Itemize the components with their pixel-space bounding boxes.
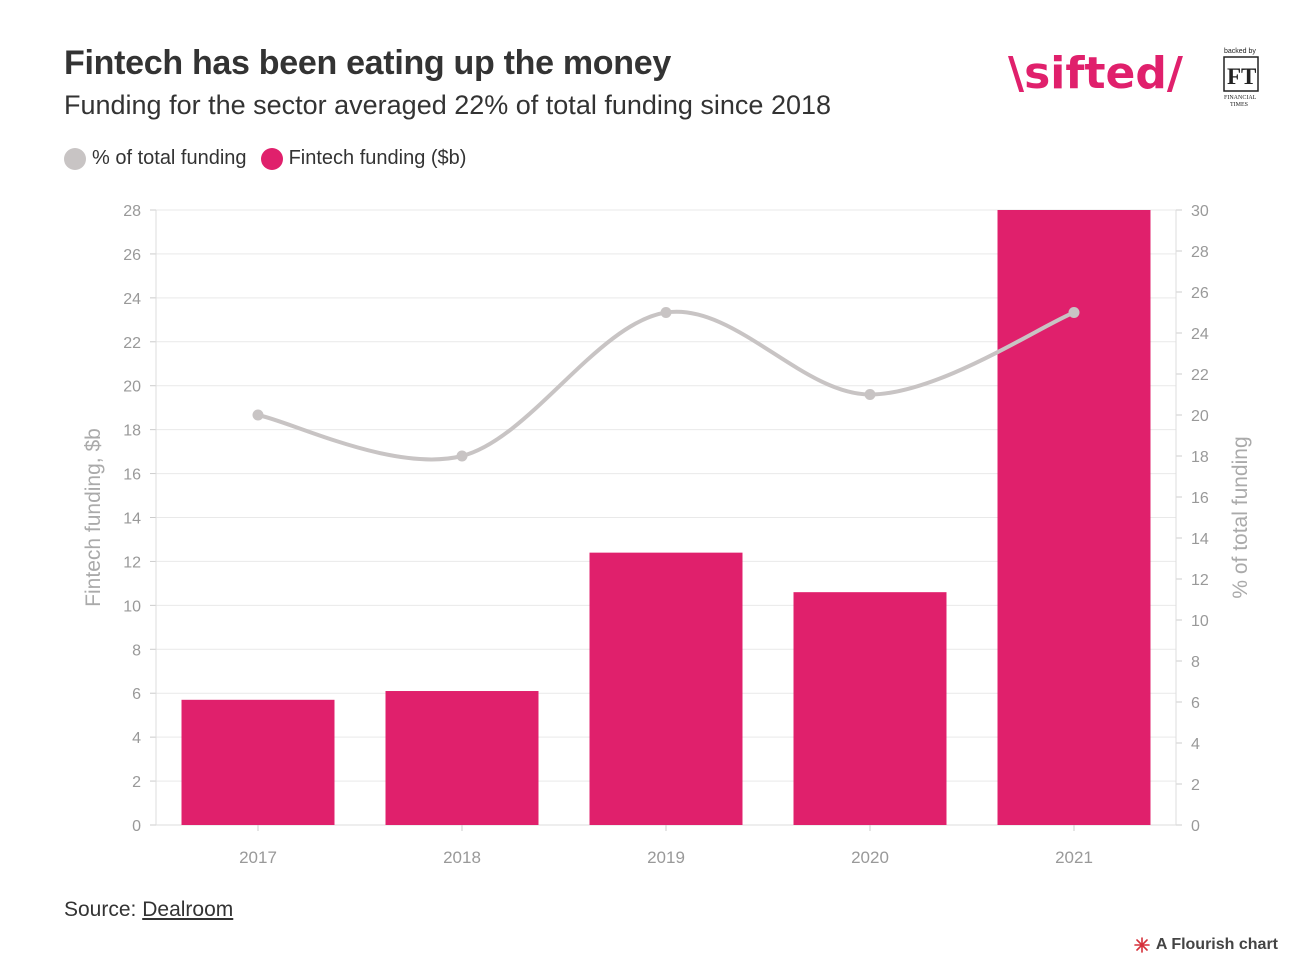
left-tick-label-22: 22: [123, 335, 141, 352]
left-tick-label-26: 26: [123, 247, 141, 264]
right-tick-label-30: 30: [1191, 203, 1209, 220]
right-axis-title: % of total funding: [1229, 436, 1252, 598]
x-tick-label-2019: 2019: [647, 848, 685, 867]
legend-label-percent: % of total funding: [92, 147, 247, 169]
flourish-credit-text: A Flourish chart: [1155, 936, 1278, 953]
percent-point-2021: [1068, 307, 1080, 318]
right-tick-label-26: 26: [1191, 285, 1209, 302]
right-tick-label-4: 4: [1191, 736, 1200, 753]
legend: % of total funding Fintech funding ($b): [64, 147, 480, 170]
left-tick-label-0: 0: [132, 818, 141, 835]
x-tick-label-2018: 2018: [443, 848, 481, 867]
right-tick-label-0: 0: [1191, 818, 1200, 835]
left-tick-label-28: 28: [123, 203, 141, 220]
source-link[interactable]: Dealroom: [142, 898, 234, 921]
percent-point-2019: [660, 307, 672, 318]
chart-area: 0246810121416182022242628024681012141618…: [82, 203, 1252, 867]
chart-title: Fintech has been eating up the money: [64, 44, 671, 82]
ft-name-line2: TIMES: [1230, 102, 1248, 108]
right-tick-label-6: 6: [1191, 695, 1200, 712]
bar-2020: [793, 592, 947, 825]
ft-mark: FT: [1227, 64, 1256, 89]
left-axis-title: Fintech funding, $b: [82, 428, 105, 607]
right-tick-label-8: 8: [1191, 654, 1200, 671]
right-tick-label-14: 14: [1191, 531, 1209, 548]
bar-2017: [181, 699, 335, 825]
x-tick-label-2020: 2020: [851, 848, 889, 867]
left-tick-label-6: 6: [132, 686, 141, 703]
left-tick-label-12: 12: [123, 554, 141, 571]
right-tick-label-16: 16: [1191, 490, 1209, 507]
right-tick-label-18: 18: [1191, 449, 1209, 466]
right-tick-label-10: 10: [1191, 613, 1209, 630]
bar-2019: [589, 552, 743, 825]
backed-by-text: backed by: [1224, 48, 1256, 55]
flourish-credit[interactable]: A Flourish chart: [1134, 936, 1278, 954]
right-tick-label-28: 28: [1191, 244, 1209, 261]
legend-item-funding[interactable]: Fintech funding ($b): [260, 147, 467, 170]
left-tick-label-14: 14: [123, 511, 141, 528]
sifted-ft-logo: \sifted/ backed by FT FINANCIAL TIMES: [1008, 44, 1268, 110]
left-tick-label-24: 24: [123, 291, 141, 308]
left-tick-label-2: 2: [132, 774, 141, 791]
left-tick-label-10: 10: [123, 598, 141, 615]
right-tick-label-22: 22: [1191, 367, 1209, 384]
legend-swatch-funding: [260, 147, 283, 170]
source-prefix: Source:: [64, 898, 143, 921]
ft-name-line1: FINANCIAL: [1224, 95, 1257, 101]
bar-2021: [997, 210, 1151, 825]
right-tick-label-24: 24: [1191, 326, 1209, 343]
right-tick-label-20: 20: [1191, 408, 1209, 425]
legend-label-funding: Fintech funding ($b): [288, 147, 467, 169]
bar-2018: [385, 691, 539, 825]
sifted-logo-text: \sifted/: [1008, 48, 1184, 99]
flourish-icon: [1134, 937, 1150, 953]
percent-point-2018: [456, 450, 468, 462]
legend-item-percent[interactable]: % of total funding: [64, 147, 247, 170]
left-tick-label-16: 16: [123, 467, 141, 484]
percent-point-2020: [864, 389, 876, 400]
left-tick-label-18: 18: [123, 423, 141, 440]
right-tick-label-2: 2: [1191, 777, 1200, 794]
x-tick-label-2021: 2021: [1055, 848, 1093, 867]
legend-swatch-percent: [64, 147, 86, 170]
left-tick-label-8: 8: [132, 642, 141, 659]
right-tick-label-12: 12: [1191, 572, 1209, 589]
left-tick-label-4: 4: [132, 730, 141, 747]
source-note: Source: Dealroom: [64, 898, 233, 922]
percent-point-2017: [252, 409, 264, 421]
left-tick-label-20: 20: [123, 379, 141, 396]
x-tick-label-2017: 2017: [239, 848, 277, 867]
chart-subtitle: Funding for the sector averaged 22% of t…: [64, 90, 832, 120]
